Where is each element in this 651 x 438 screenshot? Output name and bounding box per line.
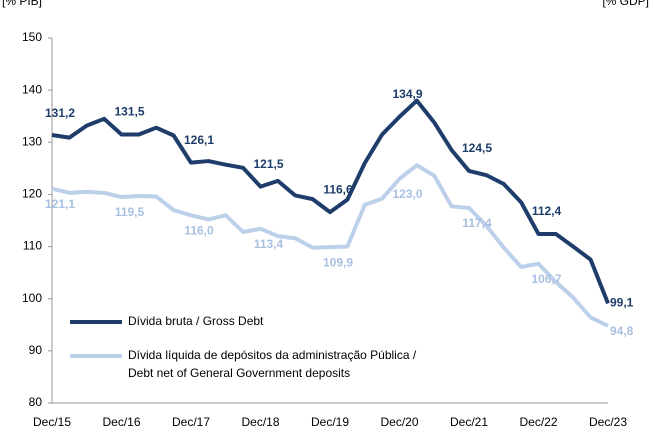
- data-label: 94,8: [610, 324, 634, 338]
- series-line: [51, 98, 610, 305]
- data-label: 121,1: [45, 197, 75, 211]
- data-label: 113,4: [254, 237, 284, 251]
- y-tick-label: 110: [23, 239, 42, 253]
- y-tick-label: 120: [22, 187, 42, 201]
- y-tick-label: 130: [22, 134, 42, 148]
- legend-label: Dívida bruta / Gross Debt: [128, 314, 264, 328]
- x-tick-label: Dec/16: [102, 415, 140, 429]
- data-label: 124,5: [462, 141, 492, 155]
- data-label: 119,5: [115, 205, 145, 219]
- data-label: 123,0: [392, 187, 422, 201]
- x-tick-label: Dec/19: [311, 415, 349, 429]
- data-label: 121,5: [253, 157, 283, 171]
- x-tick-label: Dec/22: [519, 415, 557, 429]
- y-tick-label: 100: [22, 291, 42, 305]
- data-label: 109,9: [323, 255, 353, 269]
- data-label: 131,5: [114, 105, 144, 119]
- y-unit-left: [% PIB]: [2, 0, 42, 8]
- data-label: 116,6: [323, 182, 353, 196]
- x-tick-label: Dec/15: [33, 415, 71, 429]
- x-tick-label: Dec/18: [241, 415, 279, 429]
- data-label: 134,9: [392, 87, 422, 101]
- series-line: [51, 163, 609, 328]
- y-unit-right: [% GDP]: [602, 0, 649, 8]
- x-tick-label: Dec/17: [172, 415, 210, 429]
- y-tick-label: 80: [29, 395, 43, 409]
- data-label: 117,4: [462, 216, 492, 230]
- data-label: 112,4: [532, 204, 562, 218]
- y-tick-label: 140: [22, 82, 42, 96]
- x-tick-label: Dec/23: [589, 415, 627, 429]
- data-label: 131,2: [45, 106, 75, 120]
- data-label: 116,0: [184, 223, 214, 237]
- y-tick-label: 150: [22, 30, 42, 44]
- x-tick-label: Dec/21: [450, 415, 488, 429]
- y-tick-label: 90: [29, 343, 43, 357]
- legend-label: Dívida líquida de depósitos da administr…: [128, 348, 417, 380]
- x-tick-label: Dec/20: [380, 415, 418, 429]
- data-label: 126,1: [184, 133, 214, 147]
- data-label: 99,1: [610, 296, 634, 310]
- data-label: 106,7: [531, 272, 561, 286]
